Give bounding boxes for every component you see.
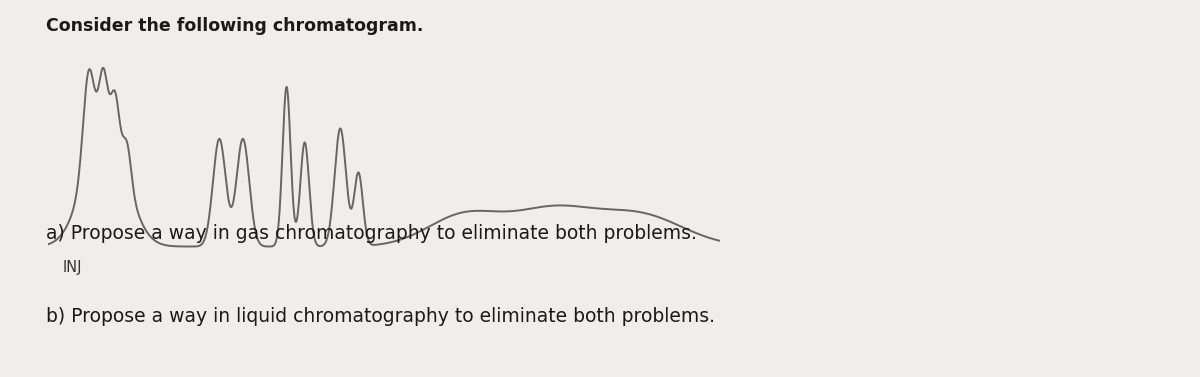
Text: Consider the following chromatogram.: Consider the following chromatogram. xyxy=(46,17,422,35)
Text: a) Propose a way in gas chromatography to eliminate both problems.: a) Propose a way in gas chromatography t… xyxy=(46,224,696,243)
Text: b) Propose a way in liquid chromatography to eliminate both problems.: b) Propose a way in liquid chromatograph… xyxy=(46,307,715,326)
Text: INJ: INJ xyxy=(62,261,83,276)
